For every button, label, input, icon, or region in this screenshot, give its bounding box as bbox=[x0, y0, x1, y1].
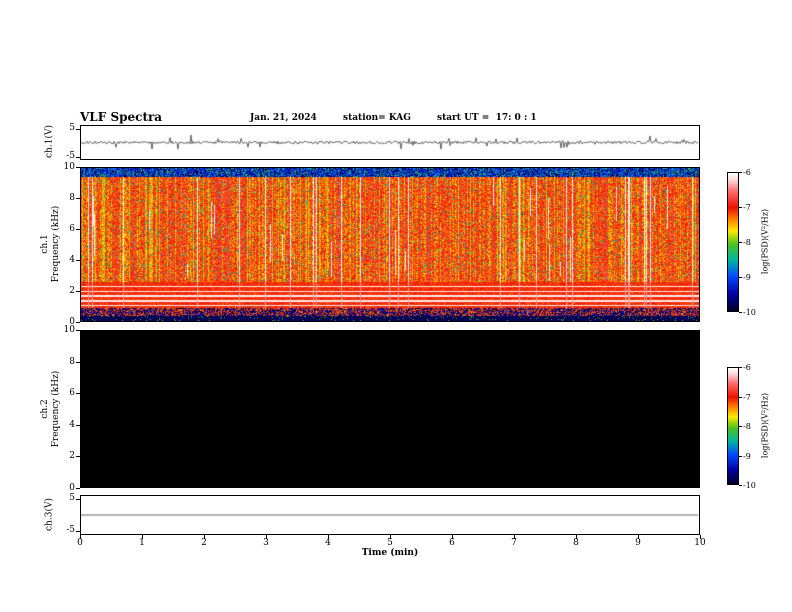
figure-title: VLF Spectra bbox=[80, 110, 163, 124]
tick-mark bbox=[739, 456, 742, 457]
tick-label: 10 bbox=[63, 325, 75, 335]
tick-mark bbox=[76, 260, 80, 261]
tick-label: -7 bbox=[743, 393, 751, 402]
tick-label: 6 bbox=[449, 538, 455, 548]
ch1-voltage-panel bbox=[80, 125, 700, 160]
tick-mark bbox=[76, 425, 80, 426]
ch3-voltage-panel bbox=[80, 495, 700, 535]
tick-label: 8 bbox=[573, 538, 579, 548]
tick-mark bbox=[576, 535, 577, 539]
tick-label: -8 bbox=[743, 238, 751, 247]
ch2-axis-label-line1: ch.2 bbox=[40, 399, 50, 419]
ch2-colorbar bbox=[727, 367, 739, 485]
tick-mark bbox=[739, 397, 742, 398]
tick-mark bbox=[142, 535, 143, 539]
tick-label: 1 bbox=[139, 538, 145, 548]
tick-mark bbox=[638, 535, 639, 539]
tick-mark bbox=[700, 535, 701, 539]
tick-mark bbox=[739, 242, 742, 243]
ch1-spectrogram-panel bbox=[80, 167, 700, 322]
tick-label: 0 bbox=[77, 538, 83, 548]
tick-mark bbox=[739, 277, 742, 278]
ch2-spectrogram-panel bbox=[80, 330, 700, 488]
tick-mark bbox=[80, 535, 81, 539]
tick-label: 4 bbox=[325, 538, 331, 548]
tick-label: 2 bbox=[69, 286, 75, 296]
tick-label: 9 bbox=[635, 538, 641, 548]
tick-label: 5 bbox=[387, 538, 393, 548]
header-date: Jan. 21, 2024 bbox=[250, 113, 317, 123]
tick-mark bbox=[76, 362, 80, 363]
tick-label: 3 bbox=[263, 538, 269, 548]
tick-mark bbox=[76, 393, 80, 394]
tick-label: -10 bbox=[743, 308, 756, 317]
tick-label: 5 bbox=[69, 123, 75, 133]
tick-mark bbox=[390, 535, 391, 539]
tick-mark bbox=[76, 157, 80, 158]
tick-label: -9 bbox=[743, 452, 751, 461]
tick-label: 5 bbox=[69, 493, 75, 503]
tick-mark bbox=[739, 207, 742, 208]
tick-mark bbox=[739, 312, 742, 313]
ch1-axis-label-line1: ch.1 bbox=[40, 234, 50, 254]
tick-label: 2 bbox=[69, 451, 75, 461]
ch2-spectrogram-canvas bbox=[81, 331, 699, 487]
header-start-ut: start UT = 17: 0 : 1 bbox=[437, 113, 537, 123]
tick-mark bbox=[76, 330, 80, 331]
tick-label: 4 bbox=[69, 255, 75, 265]
tick-label: -5 bbox=[66, 151, 75, 161]
header-station: station= KAG bbox=[343, 113, 411, 123]
ch1-spectrogram-canvas bbox=[81, 168, 699, 321]
tick-label: 10 bbox=[694, 538, 706, 548]
tick-label: -6 bbox=[743, 363, 751, 372]
tick-mark bbox=[76, 456, 80, 457]
tick-label: 10 bbox=[63, 162, 75, 172]
tick-mark bbox=[514, 535, 515, 539]
ch3-waveform-canvas bbox=[81, 496, 699, 534]
tick-mark bbox=[739, 367, 742, 368]
tick-label: 6 bbox=[69, 224, 75, 234]
ch1-waveform-canvas bbox=[81, 126, 699, 159]
tick-label: 8 bbox=[69, 193, 75, 203]
ch3-voltage-axis-label: ch.3(V) bbox=[44, 498, 55, 531]
tick-mark bbox=[76, 229, 80, 230]
tick-mark bbox=[76, 198, 80, 199]
tick-label: 0 bbox=[69, 483, 75, 493]
tick-mark bbox=[739, 172, 742, 173]
ch1-voltage-axis-label: ch.1(V) bbox=[44, 125, 55, 158]
tick-mark bbox=[328, 535, 329, 539]
tick-mark bbox=[76, 291, 80, 292]
tick-mark bbox=[76, 322, 80, 323]
tick-label: -9 bbox=[743, 273, 751, 282]
tick-mark bbox=[739, 426, 742, 427]
tick-mark bbox=[739, 485, 742, 486]
tick-label: 8 bbox=[69, 357, 75, 367]
tick-mark bbox=[204, 535, 205, 539]
ch1-colorbar bbox=[727, 172, 739, 312]
tick-mark bbox=[76, 531, 80, 532]
tick-mark bbox=[76, 167, 80, 168]
tick-label: -7 bbox=[743, 203, 751, 212]
tick-mark bbox=[266, 535, 267, 539]
tick-label: 4 bbox=[69, 420, 75, 430]
tick-label: -5 bbox=[66, 525, 75, 535]
tick-label: 6 bbox=[69, 388, 75, 398]
tick-mark bbox=[76, 129, 80, 130]
tick-mark bbox=[76, 488, 80, 489]
tick-label: -10 bbox=[743, 481, 756, 490]
tick-label: -6 bbox=[743, 168, 751, 177]
tick-label: 7 bbox=[511, 538, 517, 548]
tick-mark bbox=[76, 499, 80, 500]
tick-label: 2 bbox=[201, 538, 207, 548]
time-axis-label: Time (min) bbox=[361, 548, 419, 558]
tick-label: -8 bbox=[743, 422, 751, 431]
tick-mark bbox=[452, 535, 453, 539]
tick-label: 0 bbox=[69, 317, 75, 327]
